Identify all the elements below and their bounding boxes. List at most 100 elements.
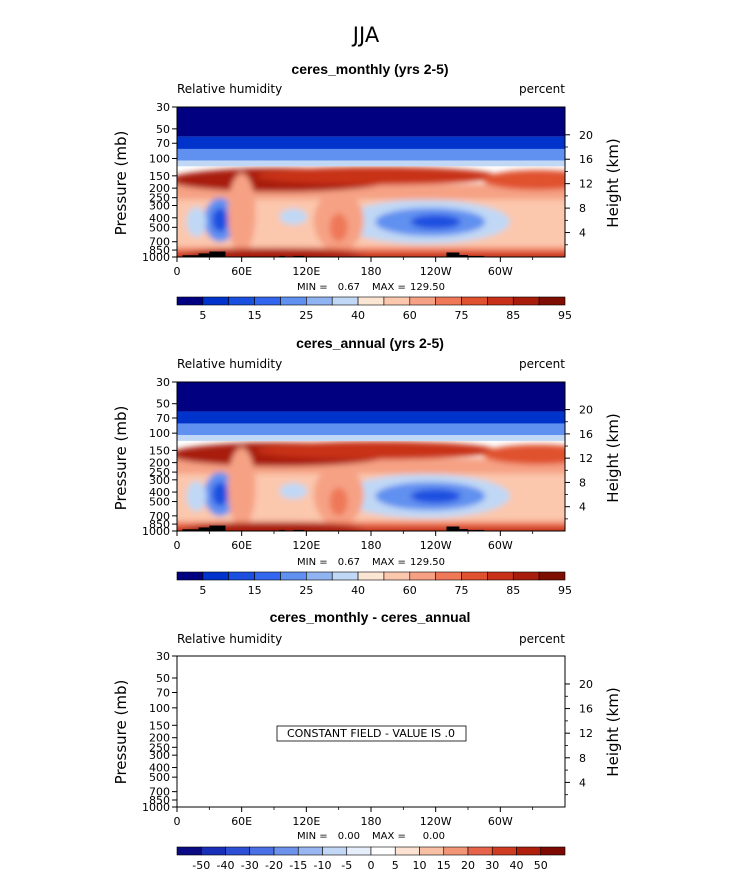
min-value: 0.00	[338, 831, 360, 842]
colorbar-label: 5	[199, 584, 206, 597]
units-label: percent	[519, 357, 565, 371]
colorbar-swatch	[394, 846, 420, 856]
y-tick-label: 200	[149, 182, 170, 195]
rh-contour-boundary-moist	[177, 252, 565, 257]
y-right-tick-label: 4	[579, 776, 586, 789]
max-value: 129.50	[410, 282, 445, 293]
colorbar-swatch	[273, 846, 299, 856]
y-tick-label: 150	[149, 719, 170, 732]
x-tick-label: 60W	[488, 539, 513, 552]
colorbar-swatch	[383, 296, 411, 306]
y-tick-label: 70	[156, 686, 170, 699]
y-tick-label: 250	[149, 741, 170, 754]
colorbar-swatch	[538, 571, 566, 581]
units-label: percent	[519, 82, 565, 96]
colorbar-label: 25	[299, 584, 313, 597]
colorbar: 5 15 25 40 60 75 85 95	[176, 296, 572, 322]
units-label: percent	[519, 632, 565, 646]
rh-contour-stratosphere-2	[177, 423, 565, 436]
colorbar-label: -15	[289, 859, 307, 872]
y-right-tick-label: 20	[579, 678, 593, 691]
rh-contour-stratosphere-0	[177, 382, 565, 412]
topography-7	[468, 529, 485, 531]
colorbar-swatch	[331, 571, 359, 581]
colorbar-swatch	[409, 296, 436, 306]
y-axis-label: Pressure (mb)	[112, 406, 130, 511]
max-label: MAX =	[372, 831, 406, 842]
x-tick-label: 120E	[292, 815, 320, 828]
y-tick-label: 700	[149, 236, 170, 249]
colorbar-swatch	[297, 846, 323, 856]
rh-contour-stratosphere-3	[177, 160, 565, 167]
x-tick-label: 120W	[420, 539, 452, 552]
colorbar-label: -10	[314, 859, 332, 872]
rh-contour-moist-column-core	[329, 487, 348, 516]
colorbar-label: -20	[265, 859, 283, 872]
colorbar-label: 60	[403, 309, 417, 322]
rh-contour-stratosphere-1	[177, 136, 565, 149]
rh-contour-moist-plume	[227, 447, 256, 528]
colorbar-label: -50	[192, 859, 210, 872]
y-tick-label: 250	[149, 466, 170, 479]
colorbar-label: 40	[351, 584, 365, 597]
colorbar-label: -30	[241, 859, 259, 872]
y-tick-label: 200	[149, 457, 170, 470]
y-right-tick-label: 16	[579, 428, 593, 441]
rh-contour-dry-west-core	[212, 482, 229, 507]
topography-5	[446, 526, 460, 531]
constant-field-note: CONSTANT FIELD - VALUE IS .0	[287, 727, 455, 740]
colorbar-swatch	[435, 571, 462, 581]
rh-contour-surface-moist	[184, 522, 364, 531]
colorbar-swatch	[538, 296, 566, 306]
rh-contour-dry-small	[279, 482, 308, 499]
y-tick-label: 150	[149, 444, 170, 457]
colorbar-label: 15	[248, 584, 262, 597]
y-right-tick-label: 20	[579, 404, 593, 417]
max-value: 129.50	[410, 557, 445, 568]
rh-contour-dry-west-core	[212, 207, 229, 232]
colorbar-swatch	[383, 571, 411, 581]
colorbar-swatch	[254, 571, 281, 581]
constant-field-box	[276, 725, 467, 742]
colorbar-label: -40	[217, 859, 235, 872]
y-tick-label: 50	[156, 672, 170, 685]
y-axis-right-label: Height (km)	[604, 413, 622, 502]
x-tick-label: 120E	[292, 265, 320, 278]
y-tick-label: 850	[149, 794, 170, 807]
colorbar-label: 40	[510, 859, 524, 872]
colorbar-label: -5	[341, 859, 352, 872]
rh-contour-surface-moist	[184, 248, 364, 257]
y-right-tick-label: 8	[579, 476, 586, 489]
colorbar-swatch	[254, 296, 281, 306]
y-right-tick-label: 8	[579, 202, 586, 215]
colorbar-label: 40	[351, 309, 365, 322]
y-tick-label: 400	[149, 762, 170, 775]
rh-contour-stratosphere-1	[177, 411, 565, 424]
min-label: MIN =	[297, 831, 328, 842]
y-tick-label: 50	[156, 398, 170, 411]
colorbar-swatch	[202, 296, 230, 306]
humidity-field	[177, 382, 565, 531]
y-tick-label: 400	[149, 212, 170, 225]
colorbar-label: 75	[455, 584, 469, 597]
colorbar-swatch	[357, 296, 385, 306]
y-tick-label: 1000	[142, 801, 170, 814]
colorbar-label: 95	[558, 584, 572, 597]
colorbar-swatch	[461, 296, 488, 306]
colorbar-swatch	[228, 296, 255, 306]
y-axis-right-label: Height (km)	[604, 687, 622, 776]
y-tick-label: 70	[156, 137, 170, 150]
y-axis-label: Pressure (mb)	[112, 131, 130, 236]
colorbar-swatch	[176, 571, 204, 581]
topography-3	[279, 529, 285, 531]
topography-4	[293, 255, 305, 257]
y-right-tick-label: 16	[579, 703, 593, 716]
x-tick-label: 0	[174, 815, 181, 828]
y-tick-label: 700	[149, 786, 170, 799]
colorbar-swatch	[249, 846, 275, 856]
rh-contour-dry-small	[279, 208, 308, 225]
colorbar-swatch	[322, 846, 348, 856]
rh-contour-stratosphere-2	[177, 148, 565, 161]
y-tick-label: 300	[149, 749, 170, 762]
